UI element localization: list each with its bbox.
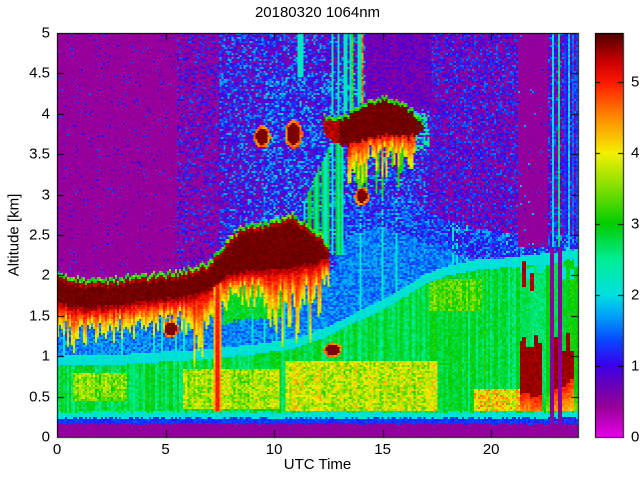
colorbar-tick-label: 5 <box>631 73 640 91</box>
colorbar <box>595 33 623 437</box>
y-tick-label: 2.5 <box>29 226 50 244</box>
colorbar-tick-label: 0 <box>631 428 640 446</box>
y-tick-label: 4.5 <box>29 64 50 82</box>
y-tick-label: 4 <box>41 105 50 123</box>
colorbar-tick-label: 3 <box>631 215 640 233</box>
y-tick-label: 5 <box>41 24 50 42</box>
chart-title: 20180320 1064nm <box>254 4 381 21</box>
y-tick-label: 0.5 <box>29 388 50 406</box>
y-tick-label: 2 <box>41 266 50 284</box>
x-tick-label: 10 <box>265 441 283 458</box>
x-tick-label: 20 <box>482 441 500 458</box>
x-tick-label: 0 <box>52 441 62 458</box>
colorbar-tick-label: 4 <box>631 144 640 162</box>
y-tick-label: 0 <box>41 428 50 446</box>
colorbar-tick-label: 1 <box>631 357 640 375</box>
y-tick-label: 1 <box>41 347 50 365</box>
x-axis-label: UTC Time <box>283 456 352 473</box>
y-tick-label: 1.5 <box>29 307 50 325</box>
x-tick-label: 5 <box>161 441 170 458</box>
y-tick-label: 3.5 <box>29 145 50 163</box>
colorbar-tick-label: 2 <box>631 286 640 304</box>
y-tick-label: 3 <box>41 186 50 204</box>
heatmap-plot <box>57 33 578 437</box>
x-tick-label: 15 <box>374 441 391 458</box>
